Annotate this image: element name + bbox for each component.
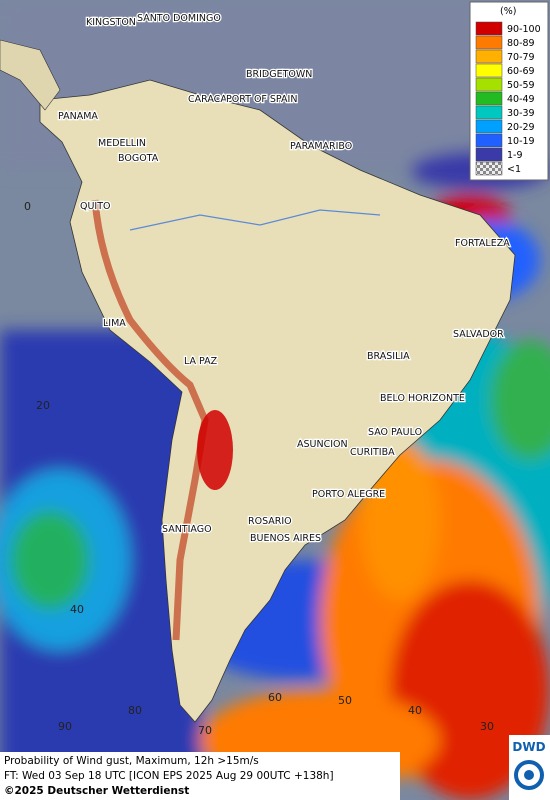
- city-label: CURITIBA: [350, 447, 395, 458]
- legend-swatch: [475, 147, 503, 162]
- grid-label: 0: [24, 200, 31, 213]
- legend-label: 60-69: [507, 66, 535, 77]
- city-label: SANTIAGO: [162, 524, 212, 535]
- city-label: BUENOS AIRES: [250, 533, 321, 544]
- andes-high: [197, 410, 233, 490]
- city-label: LIMA: [103, 318, 126, 329]
- city-label: LA PAZ: [184, 356, 218, 367]
- city-label: BELO HORIZONTE: [380, 393, 465, 404]
- city-label: QUITO: [80, 201, 111, 212]
- grid-label: 60: [268, 691, 282, 704]
- legend-label: 40-49: [507, 94, 535, 105]
- footer-text: ©2025 Deutscher Wetterdienst: [4, 785, 189, 797]
- grid-label: 30: [480, 720, 494, 733]
- continent: [39, 79, 516, 723]
- legend-swatch: [475, 63, 503, 78]
- footer-text: FT: Wed 03 Sep 18 UTC [ICON EPS 2025 Aug…: [4, 770, 334, 782]
- city-label: MEDELLIN: [98, 138, 146, 149]
- legend-label: 1-9: [507, 150, 523, 161]
- central-america: [0, 39, 61, 111]
- legend-swatch: [475, 91, 503, 106]
- logo-icon: [524, 770, 534, 780]
- legend-swatch: [475, 35, 503, 50]
- city-label: SALVADOR: [453, 329, 504, 340]
- grid-label: 20: [36, 399, 50, 412]
- grid-label: 90: [58, 720, 72, 733]
- legend: (%) 90-100 80-89 70-79 60-69 50-59 40-49 30-39…: [469, 1, 549, 181]
- legend-swatch: [475, 133, 503, 148]
- legend-swatch: [475, 77, 503, 92]
- city-label: PORTO ALEGRE: [312, 489, 385, 500]
- city-label: FORTALEZA: [455, 238, 510, 249]
- legend-label: 30-39: [507, 108, 535, 119]
- legend-title: (%): [500, 6, 516, 17]
- grid-label: 40: [70, 603, 84, 616]
- city-label: SANTO DOMINGO: [137, 13, 221, 24]
- city-label: KINGSTON: [86, 17, 136, 28]
- legend-label: 70-79: [507, 52, 535, 63]
- river: [129, 209, 381, 231]
- city-label: ASUNCION: [297, 439, 348, 450]
- legend-label: 90-100: [507, 24, 541, 35]
- city-label: BOGOTA: [118, 153, 159, 164]
- city-labels: KINGSTON SANTO DOMINGO BRIDGETOWN CARACA…: [57, 12, 512, 546]
- legend-label: <1: [507, 164, 521, 175]
- grid-label: 80: [128, 704, 142, 717]
- city-label: PANAMA: [58, 111, 98, 122]
- legend-swatch: [475, 49, 503, 64]
- grid-label: 50: [338, 694, 352, 707]
- grid-label: 70: [198, 724, 212, 737]
- city-label: PORT OF SPAIN: [226, 94, 297, 105]
- city-label: SAO PAULO: [368, 427, 422, 438]
- logo-text: DWD: [512, 740, 545, 754]
- legend-label: 20-29: [507, 122, 535, 133]
- city-label: PARAMARIBO: [290, 141, 352, 152]
- footer-box: [0, 752, 400, 800]
- legend-swatch: [475, 119, 503, 134]
- andes-band: [91, 199, 209, 641]
- legend-swatch: [475, 105, 503, 120]
- legend-swatch: [475, 21, 503, 36]
- city-label: BRIDGETOWN: [246, 69, 312, 80]
- footer-text: Probability of Wind gust, Maximum, 12h >…: [4, 755, 259, 767]
- city-label: CARACAS: [188, 94, 233, 105]
- legend-label: 50-59: [507, 80, 535, 91]
- city-label: ROSARIO: [248, 516, 292, 527]
- grid-labels: 0 20 40 60 50 40 30 70 80 90: [24, 200, 494, 737]
- grid-label: 40: [408, 704, 422, 717]
- legend-swatch: [475, 161, 503, 176]
- city-label: BRASILIA: [367, 351, 410, 362]
- logo-icon: [514, 760, 544, 790]
- legend-label: 80-89: [507, 38, 535, 49]
- legend-label: 10-19: [507, 136, 535, 147]
